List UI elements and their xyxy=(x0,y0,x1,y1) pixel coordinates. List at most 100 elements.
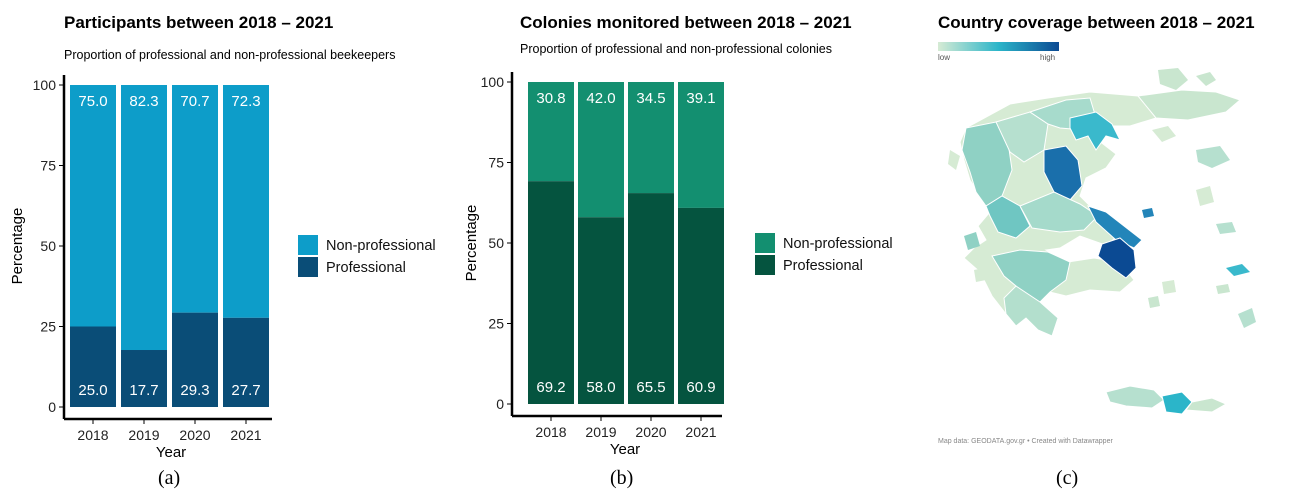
panel-a: Participants between 2018 – 2021 Proport… xyxy=(0,0,450,490)
chart-a-subtitle: Proportion of professional and non-profe… xyxy=(64,48,396,62)
map-footer: Map data: GEODATA.gov.gr • Created with … xyxy=(938,438,1113,445)
bar-non-professional xyxy=(528,82,574,182)
map-island-corfu xyxy=(948,150,960,170)
legend-label: Professional xyxy=(783,258,863,274)
data-label-professional: 27.7 xyxy=(231,382,260,399)
panel-c: Country coverage between 2018 – 2021 low… xyxy=(920,0,1304,490)
data-label-non-professional: 30.8 xyxy=(536,90,565,107)
bar-professional xyxy=(578,217,624,404)
bar-professional xyxy=(70,326,116,407)
bar-professional xyxy=(628,193,674,404)
bar-professional xyxy=(172,312,218,407)
map-legend-low: low xyxy=(938,53,951,62)
map-island-thasos xyxy=(1158,68,1188,90)
legend-label: Non-professional xyxy=(326,238,436,254)
map-region-aetolia xyxy=(985,195,1031,239)
map-legend-high: high xyxy=(1040,53,1056,62)
map-region-chalkidiki xyxy=(1069,111,1121,151)
y-axis-title: Percentage xyxy=(9,208,26,285)
map-island-skyros xyxy=(1142,208,1154,218)
map-island-zakynthos xyxy=(974,268,986,282)
legend-swatch xyxy=(298,257,318,277)
chart-a: 0 25 50 75 100 75.0 25.0 2018 82.3 17.7 2019 70.7 29… xyxy=(9,75,436,461)
map-region-east-crete xyxy=(1161,391,1193,415)
map-region-west-crete xyxy=(1105,385,1165,409)
y-tick-label: 0 xyxy=(48,399,56,415)
legend-label: Non-professional xyxy=(783,236,893,252)
map-island-lemnos xyxy=(1152,126,1176,142)
data-label-non-professional: 72.3 xyxy=(231,93,260,110)
panel-b: Colonies monitored between 2018 – 2021 P… xyxy=(450,0,920,490)
map-region-central-greece xyxy=(1019,191,1099,233)
map-region-peloponnese xyxy=(991,249,1071,303)
map-island-paros xyxy=(1148,296,1160,308)
y-tick-label: 100 xyxy=(481,74,505,90)
x-tick-label: 2021 xyxy=(230,427,261,443)
bar-non-professional xyxy=(578,82,624,218)
x-axis-title: Year xyxy=(610,441,640,458)
y-tick-label: 25 xyxy=(488,316,504,332)
data-label-professional: 25.0 xyxy=(78,382,107,399)
data-label-non-professional: 42.0 xyxy=(586,90,615,107)
data-label-non-professional: 82.3 xyxy=(129,93,158,110)
bar-professional xyxy=(678,207,724,404)
y-tick-label: 75 xyxy=(488,155,504,171)
y-axis-title: Percentage xyxy=(463,205,480,282)
bar-non-professional xyxy=(121,85,167,351)
y-tick-label: 50 xyxy=(40,238,56,254)
bar-professional xyxy=(528,181,574,404)
panel-label-b: (b) xyxy=(610,467,634,489)
x-tick-label: 2019 xyxy=(128,427,159,443)
data-label-non-professional: 34.5 xyxy=(636,90,665,107)
map-island-kefalonia xyxy=(964,232,980,250)
legend-swatch xyxy=(755,233,775,253)
map-region-south-peloponnese xyxy=(1003,285,1059,337)
map-island-kos xyxy=(1216,284,1230,294)
greece-map xyxy=(948,68,1256,415)
y-tick-label: 50 xyxy=(488,235,504,251)
panel-label-c: (c) xyxy=(1056,467,1079,489)
data-label-professional: 60.9 xyxy=(686,379,715,396)
map-island-lesvos xyxy=(1196,146,1230,168)
map-island-rhodes xyxy=(1238,308,1256,328)
bar-non-professional xyxy=(223,85,269,318)
y-tick-label: 0 xyxy=(496,396,504,412)
bar-non-professional xyxy=(70,85,116,327)
bar-non-professional xyxy=(678,82,724,208)
x-tick-label: 2020 xyxy=(635,424,666,440)
map-region-attica xyxy=(1097,237,1137,279)
legend-swatch xyxy=(755,255,775,275)
data-label-professional: 17.7 xyxy=(129,382,158,399)
y-tick-label: 100 xyxy=(33,77,57,93)
chart-b-title: Colonies monitored between 2018 – 2021 xyxy=(520,13,852,32)
legend-swatch xyxy=(298,235,318,255)
data-label-non-professional: 70.7 xyxy=(180,93,209,110)
bar-non-professional xyxy=(172,85,218,313)
panel-label-a: (a) xyxy=(158,467,181,489)
x-tick-label: 2019 xyxy=(585,424,616,440)
y-tick-label: 25 xyxy=(40,319,56,335)
data-label-professional: 58.0 xyxy=(586,379,615,396)
bar-professional xyxy=(121,350,167,407)
legend-label: Professional xyxy=(326,260,406,276)
map-island-dodecanese xyxy=(1226,264,1250,276)
data-label-professional: 65.5 xyxy=(636,379,665,396)
bar-professional xyxy=(223,317,269,407)
chart-a-title: Participants between 2018 – 2021 xyxy=(64,13,334,32)
chart-b-subtitle: Proportion of professional and non-profe… xyxy=(520,42,832,56)
x-axis-title: Year xyxy=(156,444,186,461)
map-region-east-macedonia xyxy=(1137,89,1241,121)
map-island-samothrace xyxy=(1196,72,1216,86)
map-island-naxos xyxy=(1162,280,1176,294)
bar-non-professional xyxy=(628,82,674,194)
x-tick-label: 2020 xyxy=(179,427,210,443)
map-region-euboea xyxy=(1087,205,1143,249)
data-label-non-professional: 39.1 xyxy=(686,90,715,107)
data-label-professional: 69.2 xyxy=(536,379,565,396)
y-tick-label: 75 xyxy=(40,158,56,174)
map-region-far-east-crete xyxy=(1185,397,1228,413)
x-tick-label: 2021 xyxy=(685,424,716,440)
x-tick-label: 2018 xyxy=(535,424,566,440)
data-label-non-professional: 75.0 xyxy=(78,93,107,110)
x-tick-label: 2018 xyxy=(77,427,108,443)
